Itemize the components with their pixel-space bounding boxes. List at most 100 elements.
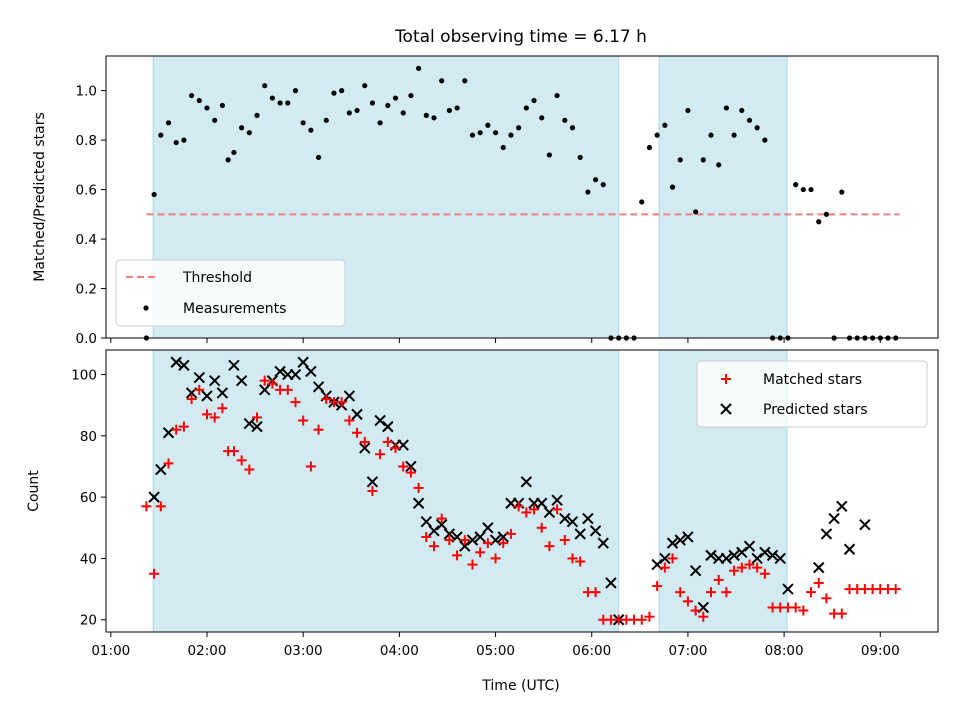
measurement-point <box>700 157 706 163</box>
matched-point <box>644 611 655 622</box>
predicted-point-b <box>258 384 271 396</box>
matched-point <box>436 513 447 524</box>
p1-ytick-label-1: 0.2 <box>76 282 97 298</box>
measurement-point <box>189 92 195 99</box>
predicted-point <box>374 414 386 427</box>
measurement-point <box>546 152 553 158</box>
measurement-point <box>369 100 376 106</box>
matched-point <box>444 535 455 546</box>
p1-axes-frame <box>105 55 939 339</box>
matched-point <box>890 584 901 595</box>
matched-point <box>636 614 647 625</box>
xtick-label-4: 05:00 <box>476 643 515 659</box>
predicted-point <box>566 515 579 528</box>
predicted-point <box>420 515 433 528</box>
predicted-point <box>359 442 371 454</box>
p2-legend-box <box>696 360 928 428</box>
predicted-point <box>828 512 840 525</box>
p1-shade-band-1 <box>658 55 788 339</box>
measurement-point <box>423 112 429 118</box>
measurement-point <box>539 115 545 121</box>
predicted-point <box>382 420 394 433</box>
matched-point <box>382 436 393 447</box>
predicted-point <box>605 577 617 589</box>
measurement-point <box>431 115 437 121</box>
matched-point <box>413 482 424 493</box>
predicted-point-b <box>659 552 671 565</box>
legend-predicted-swatch <box>720 403 732 415</box>
matched-point <box>228 446 239 457</box>
predicted-point <box>689 564 702 577</box>
predicted-point-b <box>312 381 325 393</box>
predicted-point <box>148 491 160 503</box>
predicted-point-b <box>359 442 371 454</box>
predicted-point <box>859 519 871 531</box>
matched-point <box>752 562 763 573</box>
predicted-point <box>728 549 740 562</box>
matched-point <box>428 541 439 552</box>
predicted-point-b <box>859 519 871 531</box>
p1-y-axis-label: Matched/Predicted stars <box>32 112 48 282</box>
matched-point <box>141 501 152 512</box>
p2-y-ticks: 20 40 60 80 100 <box>71 368 106 629</box>
predicted-point-b <box>170 356 182 368</box>
predicted-point-b <box>474 531 486 543</box>
matched-point <box>367 486 378 496</box>
predicted-point <box>474 531 486 543</box>
ratio-panel: 0.0 0.2 0.4 0.6 0.8 1.0 Matched/Predicted sta… <box>32 55 939 347</box>
xtick-label-1: 02:00 <box>188 643 227 659</box>
predicted-point-b <box>736 546 748 559</box>
predicted-point-b <box>689 564 702 577</box>
predicted-point <box>482 522 494 534</box>
predicted-point-b <box>228 359 240 372</box>
count-panel: 01:00 02:00 03:00 04:00 05:00 06:00 07:00 08:00… <box>26 349 939 694</box>
predicted-point <box>782 583 794 595</box>
matched-point <box>313 424 324 435</box>
predicted-point <box>435 519 448 531</box>
predicted-point <box>836 500 848 513</box>
measurement-point <box>577 154 583 161</box>
measurement-point <box>485 122 491 128</box>
measurement-point <box>246 130 252 136</box>
predicted-point-b <box>297 356 309 368</box>
matched-point <box>536 522 547 533</box>
predicted-point-b <box>193 371 206 384</box>
measurement-point <box>377 120 383 126</box>
predicted-point-b <box>243 417 256 430</box>
predicted-point <box>228 359 240 372</box>
p1-ytick-label-0: 0.0 <box>76 331 97 347</box>
matched-point <box>744 559 755 570</box>
matched-point <box>259 375 270 386</box>
measurement-point <box>716 162 722 168</box>
measurement-point <box>231 149 237 156</box>
predicted-point <box>258 384 271 396</box>
predicted-point-b <box>597 537 609 549</box>
predicted-point-b <box>720 552 733 565</box>
matched-point <box>590 587 601 598</box>
predicted-point <box>720 552 733 565</box>
matched-point <box>736 562 747 573</box>
predicted-point <box>574 528 586 540</box>
predicted-point <box>405 460 417 473</box>
matched-point <box>521 507 532 518</box>
matched-point <box>667 553 678 564</box>
measurement-point <box>592 177 599 183</box>
predicted-point-b <box>459 540 471 552</box>
predicted-point-b <box>148 491 160 503</box>
matched-point <box>682 596 693 607</box>
measurement-point <box>277 100 283 106</box>
matched-point <box>336 397 347 408</box>
measurement-point <box>269 95 275 101</box>
matched-point <box>405 467 416 478</box>
measurement-point <box>746 117 753 123</box>
matched-point <box>567 553 578 564</box>
measurement-point <box>469 132 476 138</box>
predicted-point <box>170 356 182 368</box>
predicted-point <box>251 420 263 433</box>
predicted-point-b <box>251 420 263 433</box>
predicted-point-b <box>374 414 386 427</box>
predicted-point-b <box>351 408 363 421</box>
predicted-point <box>412 497 425 509</box>
p1-ytick-label-3: 0.6 <box>76 183 97 199</box>
measurement-point <box>239 125 245 131</box>
